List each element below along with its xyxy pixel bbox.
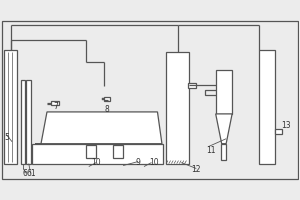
Bar bbox=[21, 80, 26, 164]
Bar bbox=[188, 83, 196, 88]
Bar bbox=[205, 90, 222, 95]
Text: 10: 10 bbox=[92, 158, 101, 167]
Bar bbox=[275, 129, 282, 134]
Bar bbox=[4, 50, 17, 164]
Text: 13: 13 bbox=[281, 121, 291, 130]
Bar bbox=[2, 21, 298, 179]
Text: 11: 11 bbox=[206, 146, 216, 155]
Polygon shape bbox=[216, 114, 232, 144]
Bar bbox=[221, 144, 226, 160]
Bar bbox=[51, 101, 59, 105]
Text: 61: 61 bbox=[26, 169, 36, 178]
Bar bbox=[26, 80, 31, 164]
Bar bbox=[216, 70, 232, 114]
Bar bbox=[113, 145, 122, 158]
Bar bbox=[102, 98, 104, 100]
Bar bbox=[86, 145, 96, 158]
Text: 5: 5 bbox=[5, 133, 10, 142]
Polygon shape bbox=[35, 112, 162, 144]
Text: 9: 9 bbox=[136, 158, 140, 167]
Bar bbox=[259, 50, 275, 164]
Text: 6: 6 bbox=[23, 169, 28, 178]
Bar bbox=[32, 144, 164, 164]
Text: 10: 10 bbox=[150, 158, 159, 167]
Bar bbox=[104, 97, 110, 101]
Text: 7: 7 bbox=[53, 102, 58, 111]
Text: 12: 12 bbox=[191, 165, 201, 174]
Bar bbox=[167, 52, 189, 164]
Text: 8: 8 bbox=[104, 105, 109, 114]
